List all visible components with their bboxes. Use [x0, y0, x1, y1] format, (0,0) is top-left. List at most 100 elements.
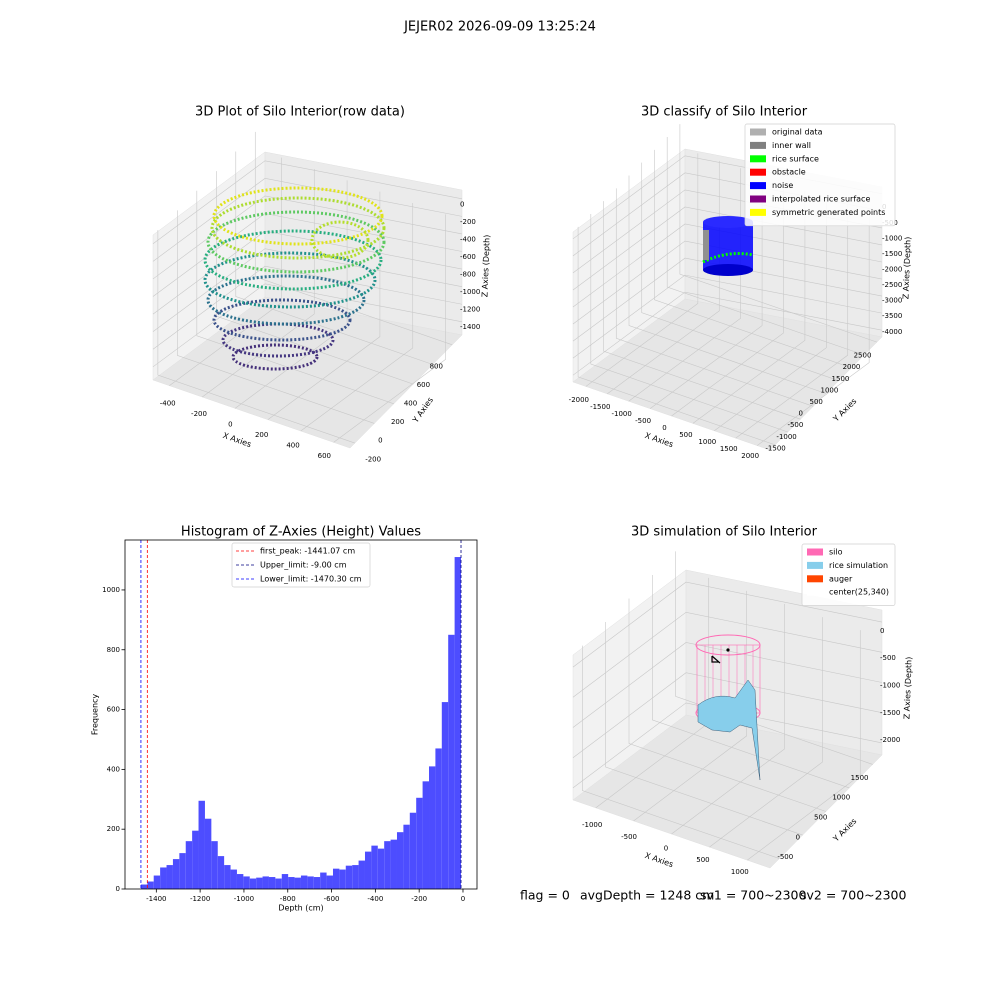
y-tick-label: 400 — [404, 400, 417, 408]
grid-line — [615, 188, 814, 407]
grid-line — [300, 203, 414, 432]
z-tick-label: -800 — [460, 271, 476, 279]
y-tick-label: 1000 — [102, 586, 120, 594]
bar — [345, 865, 353, 889]
grid-line — [572, 291, 883, 376]
y-tick-label: 2000 — [843, 363, 861, 371]
grid-line — [628, 175, 827, 394]
z-tick-label: -400 — [460, 236, 476, 244]
x-tick-label: 0 — [664, 845, 668, 853]
bar — [416, 797, 423, 889]
classified-cloud — [702, 216, 754, 276]
x-tick-label: -500 — [635, 417, 651, 425]
bar — [217, 856, 225, 889]
bar — [153, 875, 161, 889]
x-tick-label: 0 — [662, 424, 666, 432]
legend-swatch — [750, 182, 766, 190]
bar — [441, 702, 449, 889]
bar — [160, 867, 167, 889]
grid-line — [152, 213, 463, 297]
grid-line — [577, 226, 776, 446]
bar — [339, 869, 346, 889]
bar — [236, 874, 244, 889]
legend-label: inner wall — [772, 141, 811, 150]
bar — [435, 748, 442, 889]
y-tick-label: 500 — [814, 814, 827, 822]
silo-simulation — [695, 634, 761, 781]
grid-line — [152, 265, 463, 350]
y-tick-label: 1500 — [832, 375, 850, 383]
pane-floor — [152, 296, 463, 449]
legend-swatch — [750, 168, 766, 176]
status-text: sv2 = 700~2300 — [800, 888, 906, 903]
grid-line — [692, 190, 806, 424]
y-tick-label: 600 — [417, 381, 430, 389]
grid-line — [572, 611, 883, 698]
legend-swatch — [750, 208, 766, 216]
bar — [364, 851, 372, 889]
x-tick-label: -1500 — [590, 403, 610, 411]
x-tick-label: 0 — [461, 895, 465, 903]
grid-line — [152, 195, 463, 280]
grid-line — [582, 645, 780, 859]
y-tick-label: -1500 — [765, 444, 785, 452]
legend-label: original data — [772, 128, 823, 137]
z-tick-label: -4000 — [882, 328, 902, 336]
bar — [326, 875, 333, 889]
bar — [358, 860, 365, 889]
figure-title: JEJER02 2026-09-09 13:25:24 — [403, 20, 596, 35]
bar — [371, 845, 378, 889]
legend-box — [801, 543, 896, 606]
legend-swatch — [807, 548, 823, 556]
plot-frame — [124, 539, 478, 890]
bar — [454, 557, 462, 889]
z-tick-label: -500 — [880, 654, 896, 662]
z-tick-label: -1000 — [880, 682, 900, 690]
z-tick-label: -600 — [460, 253, 476, 261]
grid-line — [202, 169, 315, 398]
bar — [243, 876, 250, 889]
x-tick-label: 400 — [286, 441, 299, 449]
grid-line — [747, 630, 861, 861]
chart-title: 3D classify of Silo Interior — [641, 105, 808, 120]
bar — [390, 839, 397, 889]
y-tick-label: 200 — [107, 825, 120, 833]
chart-title: 3D Plot of Silo Interior(row data) — [195, 105, 405, 120]
x-tick-label: -800 — [280, 895, 296, 903]
bar — [268, 877, 276, 889]
bar — [422, 781, 430, 889]
y-axis-label: Frequency — [91, 694, 100, 736]
status-text: flag = 0 — [520, 888, 570, 903]
z-tick-label: -200 — [460, 218, 476, 226]
grid-line — [671, 183, 784, 417]
bar — [352, 865, 359, 889]
x-tick-label: -2000 — [569, 396, 589, 404]
grid-line — [572, 240, 883, 325]
y-tick-label: 800 — [107, 646, 120, 654]
grid-line — [675, 551, 873, 765]
grid-line — [679, 124, 878, 343]
z-tick-label: -1000 — [460, 288, 480, 296]
z-tick-label: 0 — [880, 627, 884, 635]
bar — [224, 865, 231, 889]
legend-label: interpolated rice surface — [772, 195, 870, 204]
chart-title: 3D simulation of Silo Interior — [631, 525, 818, 540]
bar — [288, 877, 295, 889]
bar — [204, 818, 212, 889]
y-tick-label: 600 — [107, 706, 120, 714]
y-tick-label: 200 — [391, 418, 404, 426]
grid-line — [254, 131, 453, 346]
grid-line — [628, 598, 827, 812]
bar — [140, 884, 148, 889]
x-tick-label: 2000 — [741, 452, 759, 460]
grid-line — [585, 153, 699, 387]
x-tick-label: -600 — [324, 895, 340, 903]
bar — [377, 848, 385, 889]
legend-label: rice surface — [772, 154, 819, 163]
legend-label: first_peak: -1441.07 cm — [260, 547, 355, 556]
point-cloud — [203, 186, 386, 371]
grid-line — [157, 230, 355, 444]
z-axis-label: Z Axies (Depth) — [902, 657, 913, 720]
y-tick-label: -200 — [365, 455, 381, 463]
